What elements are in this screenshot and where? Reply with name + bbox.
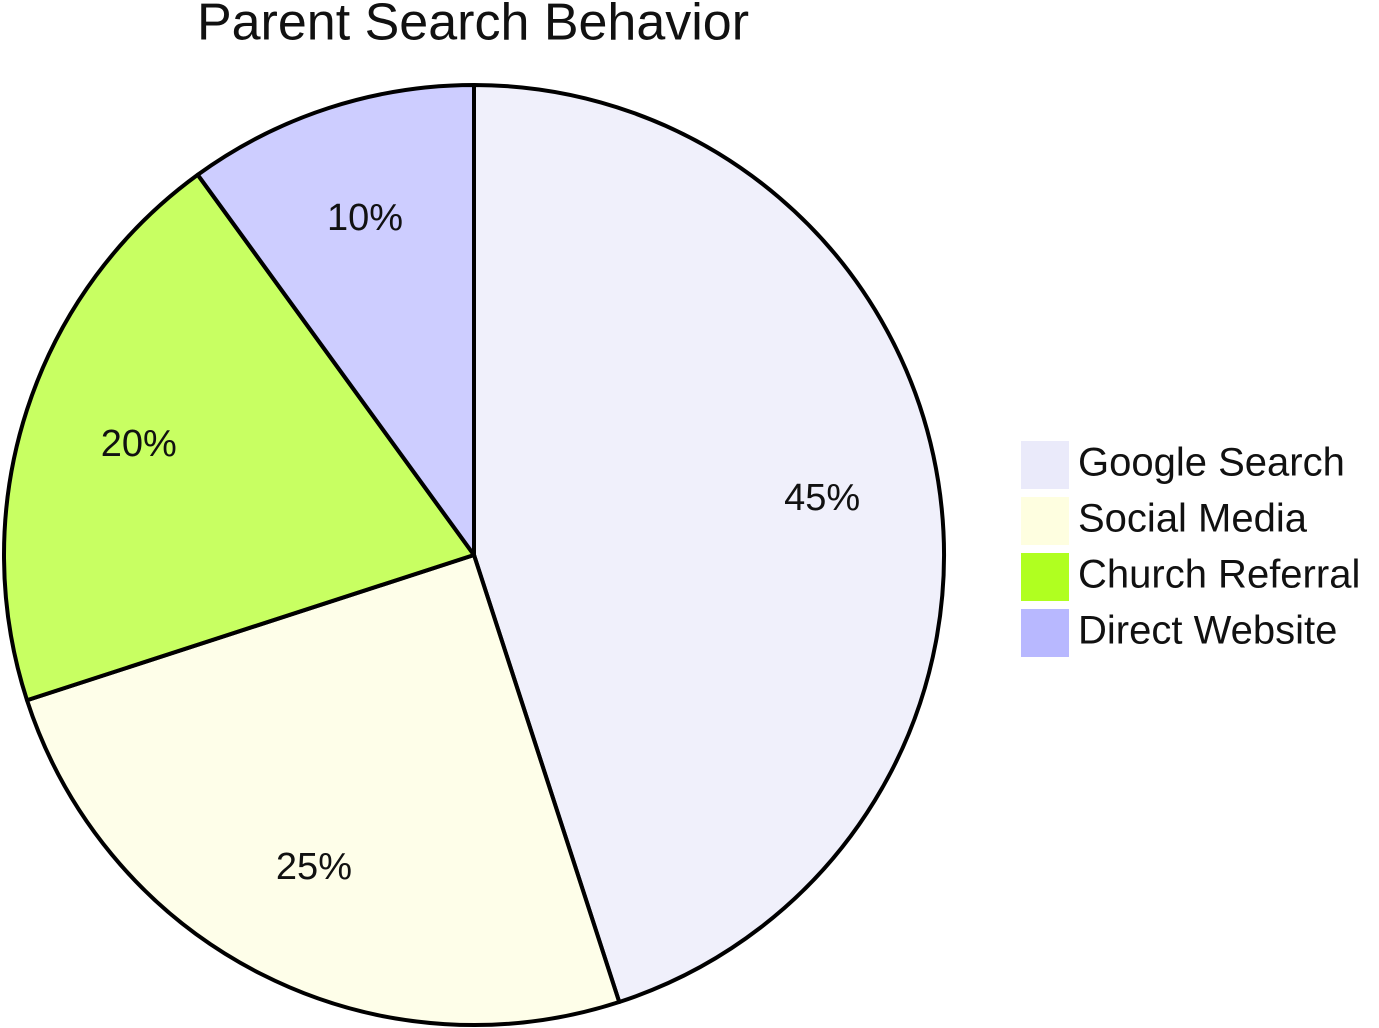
slice-label: 10%	[327, 197, 403, 239]
legend-swatch	[1021, 609, 1069, 657]
legend-swatch	[1021, 497, 1069, 545]
slice-label: 20%	[101, 423, 177, 465]
legend-swatch	[1021, 553, 1069, 601]
legend-label: Social Media	[1078, 497, 1308, 541]
legend-label: Church Referral	[1078, 553, 1360, 597]
legend-swatch	[1021, 441, 1069, 489]
legend-label: Direct Website	[1078, 609, 1337, 653]
chart-title: Parent Search Behavior	[197, 0, 749, 52]
pie-slice	[195, 83, 476, 557]
slice-label: 25%	[276, 846, 352, 888]
pie-slice	[25, 553, 622, 1027]
pie-slice	[2, 172, 476, 703]
slice-label: 45%	[784, 477, 860, 519]
pie-slice	[472, 83, 947, 1004]
legend-label: Google Search	[1078, 441, 1345, 485]
